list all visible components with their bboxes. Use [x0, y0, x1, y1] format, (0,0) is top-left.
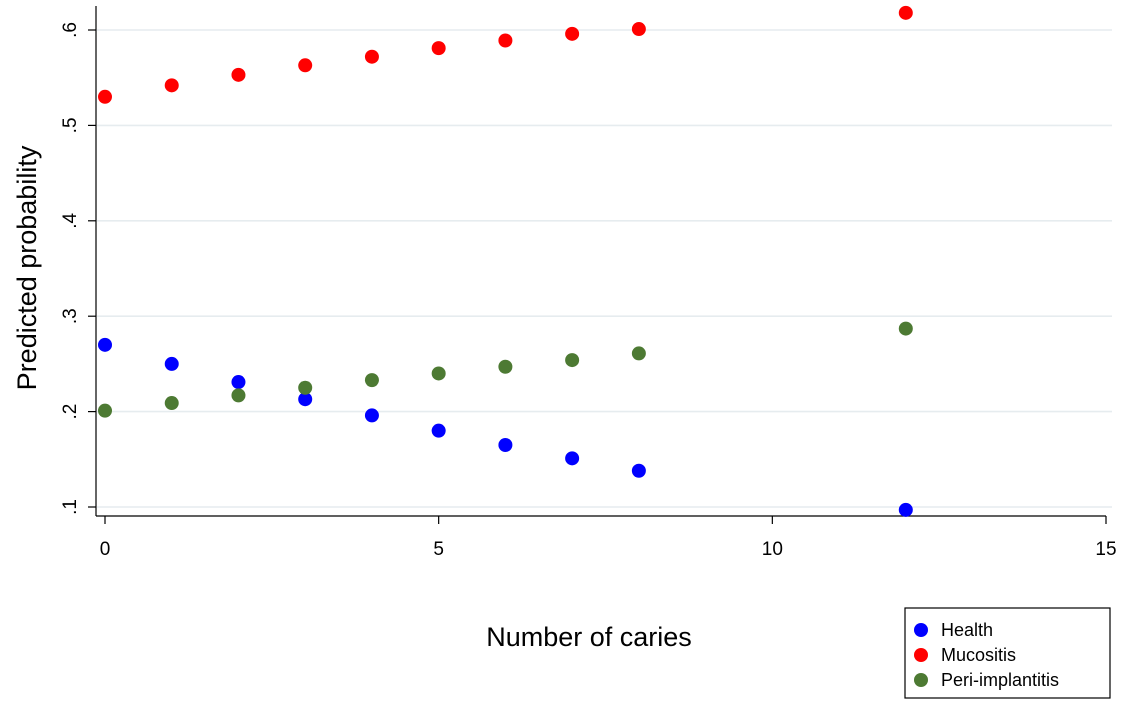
y-tick-label: .4 — [60, 212, 81, 228]
mucositis-point — [631, 22, 646, 37]
y-tick-label: .5 — [60, 117, 81, 133]
health-point — [364, 408, 379, 423]
y-tick-label: .3 — [60, 308, 81, 324]
peri-implantitis-point — [98, 403, 112, 418]
y-tick-label: .6 — [60, 22, 81, 38]
legend-marker-mucositis — [914, 648, 928, 662]
health-point — [898, 502, 913, 517]
peri-implantitis-point — [298, 380, 313, 395]
x-tick-label: 15 — [1095, 539, 1116, 560]
y-tick-label: .1 — [60, 499, 81, 515]
mucositis-point — [164, 78, 179, 93]
legend-box — [904, 607, 1111, 699]
peri-implantitis-point — [898, 321, 913, 336]
mucositis-point — [364, 49, 379, 64]
axes — [95, 6, 1106, 517]
gridlines — [97, 29, 1112, 508]
peri-implantitis-point — [164, 396, 179, 411]
peri-implantitis-point — [631, 346, 646, 361]
mucositis-point — [231, 67, 246, 82]
legend: Health Mucositis Peri-implantitis — [904, 607, 1111, 699]
mucositis-point — [298, 58, 313, 73]
legend-marker-health — [914, 623, 928, 637]
x-tick-label: 10 — [762, 539, 783, 560]
health-point — [431, 423, 446, 438]
mucositis-point — [98, 89, 112, 104]
legend-label-peri-implantitis: Peri-implantitis — [941, 670, 1059, 690]
x-tick-label: 5 — [433, 539, 444, 560]
health-point — [498, 437, 513, 452]
mucositis-point — [498, 33, 513, 48]
health-point — [298, 392, 313, 407]
legend-items: Health Mucositis Peri-implantitis — [914, 620, 1059, 690]
x-tick-label: 0 — [100, 539, 111, 560]
peri-implantitis-point — [498, 359, 513, 374]
health-point — [565, 451, 580, 466]
mucositis-point — [898, 5, 913, 20]
y-axis-title: Predicted probability — [12, 145, 42, 390]
y-tick-label: .2 — [60, 404, 81, 420]
peri-implantitis-point — [364, 373, 379, 388]
health-point — [631, 463, 646, 478]
health-point — [164, 356, 179, 371]
y-axis-ticks: .1 .2 .3 .4 .5 .6 — [60, 22, 96, 515]
health-point — [231, 375, 246, 390]
health-point — [98, 337, 112, 352]
mucositis-point — [431, 41, 446, 56]
data-points — [98, 5, 913, 517]
legend-label-health: Health — [941, 620, 993, 640]
x-axis-ticks: 0 5 10 15 — [100, 516, 1117, 560]
peri-implantitis-point — [565, 353, 580, 368]
x-axis-title: Number of caries — [486, 622, 692, 652]
peri-implantitis-point — [431, 366, 446, 381]
legend-label-mucositis: Mucositis — [941, 645, 1016, 665]
mucositis-point — [565, 26, 580, 41]
peri-implantitis-point — [231, 388, 246, 403]
legend-marker-peri-implantitis — [914, 673, 928, 687]
